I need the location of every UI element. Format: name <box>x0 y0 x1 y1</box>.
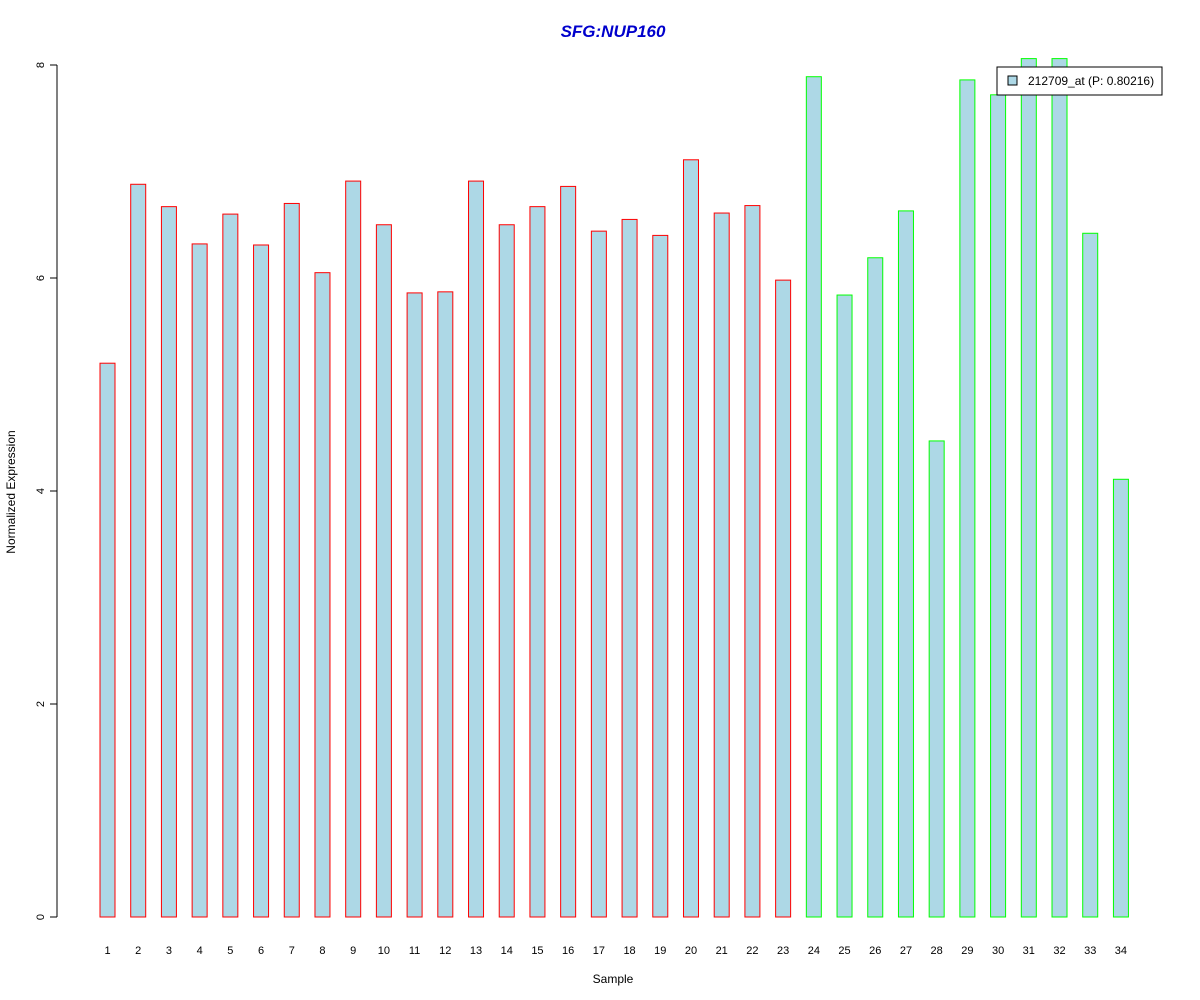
legend-swatch <box>1007 75 1018 86</box>
bar <box>283 202 300 918</box>
legend-label: 212709_at (P: 0.80216) <box>1028 74 1154 88</box>
y-axis: 0 2 4 6 8 <box>35 62 57 920</box>
bar <box>1020 58 1037 918</box>
x-tick-label: 28 <box>931 945 943 957</box>
bar <box>1082 232 1099 918</box>
x-tick-label: 25 <box>838 945 850 957</box>
x-tick-label: 34 <box>1115 945 1127 957</box>
bar <box>897 210 914 918</box>
bar <box>959 79 976 918</box>
y-tick-label: 4 <box>35 488 47 494</box>
bar <box>375 224 392 918</box>
bar <box>560 185 577 918</box>
x-tick-label: 13 <box>470 945 482 957</box>
x-tick-label: 12 <box>439 945 451 957</box>
bar <box>990 94 1007 918</box>
x-tick-label: 14 <box>501 945 513 957</box>
x-tick-label: 17 <box>593 945 605 957</box>
y-tick-label: 0 <box>35 914 47 920</box>
x-tick-label: 5 <box>227 945 233 957</box>
chart-title: SFG:NUP160 <box>561 22 666 41</box>
x-tick-label: 6 <box>258 945 264 957</box>
x-tick-label: 18 <box>623 945 635 957</box>
bar <box>222 213 239 918</box>
bar <box>130 183 147 918</box>
bar <box>836 294 853 918</box>
x-tick-label: 10 <box>378 945 390 957</box>
x-tick-label: 29 <box>961 945 973 957</box>
legend: 212709_at (P: 0.80216) <box>996 66 1163 96</box>
y-tick-label: 6 <box>35 275 47 281</box>
bar <box>775 279 792 918</box>
x-axis: 1 2 3 4 5 6 7 8 9 10 11 12 13 14 15 16 17 18 19 20 21 22 23 24 2… <box>104 945 1127 957</box>
x-tick-label: 27 <box>900 945 912 957</box>
x-tick-label: 33 <box>1084 945 1096 957</box>
x-tick-label: 9 <box>350 945 356 957</box>
x-tick-label: 22 <box>746 945 758 957</box>
bar <box>160 206 177 918</box>
bar <box>468 180 485 918</box>
x-tick-label: 19 <box>654 945 666 957</box>
x-tick-label: 23 <box>777 945 789 957</box>
bar <box>406 292 423 918</box>
bar <box>1051 58 1068 918</box>
x-axis-title: Sample <box>593 972 634 986</box>
bar <box>191 243 208 918</box>
bars <box>99 58 1129 918</box>
bar <box>314 272 331 918</box>
x-tick-label: 24 <box>808 945 820 957</box>
bar <box>498 224 515 918</box>
x-tick-label: 21 <box>716 945 728 957</box>
x-tick-label: 30 <box>992 945 1004 957</box>
bar <box>713 212 730 918</box>
y-tick-label: 8 <box>35 62 47 68</box>
x-tick-label: 4 <box>197 945 203 957</box>
bar <box>682 159 699 918</box>
bar <box>99 362 116 918</box>
bar <box>529 206 546 918</box>
x-tick-label: 8 <box>319 945 325 957</box>
x-tick-label: 31 <box>1023 945 1035 957</box>
bar <box>621 218 638 918</box>
x-tick-label: 16 <box>562 945 574 957</box>
bar <box>1112 478 1129 918</box>
x-tick-label: 1 <box>104 945 110 957</box>
bar <box>253 244 270 918</box>
x-tick-label: 7 <box>289 945 295 957</box>
x-tick-label: 20 <box>685 945 697 957</box>
bar <box>805 76 822 918</box>
legend-box <box>996 66 1163 96</box>
bar <box>590 230 607 918</box>
bar <box>652 234 669 918</box>
bar <box>867 257 884 918</box>
bar <box>744 205 761 918</box>
x-tick-label: 3 <box>166 945 172 957</box>
bar <box>928 440 945 918</box>
x-tick-label: 2 <box>135 945 141 957</box>
bar <box>345 180 362 918</box>
x-tick-label: 11 <box>409 945 420 957</box>
y-tick-label: 2 <box>35 701 47 707</box>
x-tick-label: 15 <box>531 945 543 957</box>
y-axis-title: Normalized Expression <box>4 430 18 553</box>
x-tick-label: 26 <box>869 945 881 957</box>
x-tick-label: 32 <box>1053 945 1065 957</box>
bar <box>437 291 454 918</box>
